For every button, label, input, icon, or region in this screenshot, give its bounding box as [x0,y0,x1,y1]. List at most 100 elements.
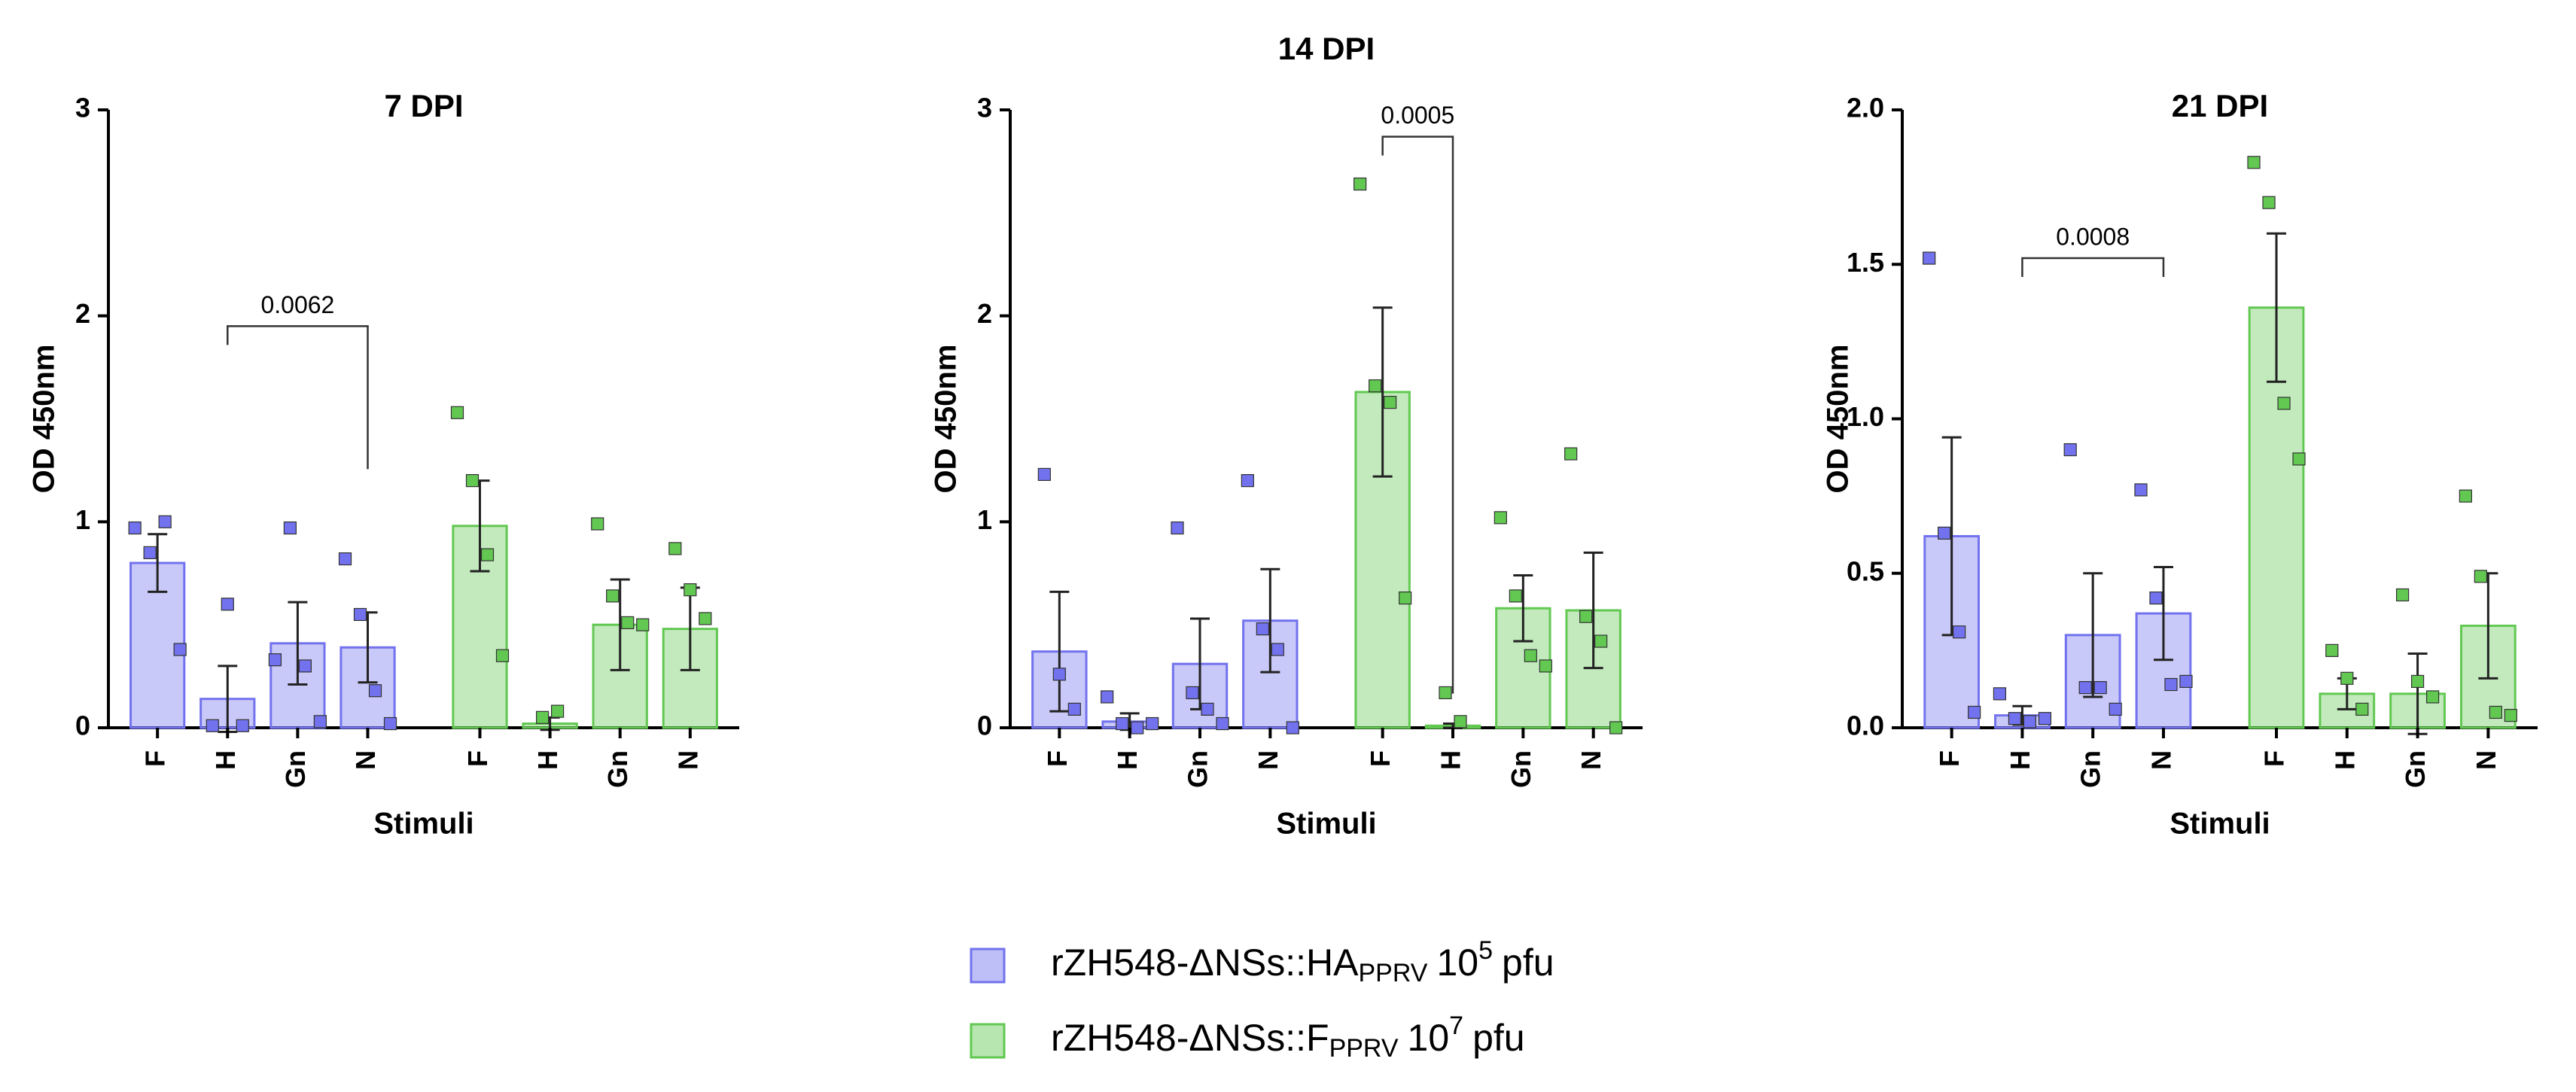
data-point [2489,705,2502,719]
y-axis-label: OD 450nm [930,345,963,494]
legend-swatch [970,1023,1006,1059]
data-point [684,583,697,597]
y-tick-label: 0 [75,710,90,741]
y-axis-label: OD 450nm [28,345,61,494]
legend-text: rZH548-ΔNSs::HA [1051,941,1359,984]
legend: rZH548-ΔNSs::HAPPRV 105 pfu rZH548-ΔNSs::F… [1051,936,1554,1063]
data-point [2038,712,2052,725]
data-point [2277,397,2291,410]
data-point [2474,570,2487,583]
y-tick-label: 2.0 [1847,93,1884,123]
data-point [1369,379,1382,393]
y-tick-label: 3 [977,93,992,123]
x-tick-label: H [2005,750,2036,770]
data-point [1067,702,1081,716]
data-point [2109,702,2122,716]
p-value: 0.0008 [2056,223,2130,250]
y-tick-label: 1.5 [1847,247,1884,278]
data-point [338,552,352,566]
chart-title: 14 DPI [1278,31,1375,66]
data-point [1101,690,1114,704]
legend-label: rZH548-ΔNSs::FPPRV 107 pfu [1051,1011,1525,1063]
data-point [2262,196,2276,209]
data-point [1216,716,1229,731]
data-point [206,719,219,732]
data-point [1256,622,1269,636]
data-point [550,704,565,718]
x-tick-label: Gn [2400,750,2431,788]
data-point [1993,687,2007,701]
y-tick-label: 1.0 [1847,401,1884,432]
x-tick-label: N [350,750,381,770]
data-point [2325,643,2339,657]
legend-subscript: PPRV [1358,959,1427,987]
legend-text: 10 [1436,941,1478,984]
x-tick-label: N [1576,750,1606,770]
data-point [668,542,682,555]
x-tick-label: F [1934,750,1965,767]
data-point [1146,716,1159,731]
data-point [450,406,464,419]
data-point [1116,716,1129,731]
x-tick-label: F [1042,750,1073,767]
x-tick-label: F [462,750,493,767]
data-point [1594,634,1608,648]
chart-title: 21 DPI [2172,88,2268,123]
data-point [1579,610,1593,623]
data-point [313,715,327,729]
data-point [2149,591,2163,605]
data-point [1201,702,1214,716]
x-tick-label: H [210,750,241,770]
data-point [1286,721,1299,735]
legend-swatch [970,948,1006,984]
data-point [606,589,620,603]
y-tick-label: 0.0 [1847,710,1884,741]
x-tick-label: F [2259,750,2290,767]
data-point [1494,511,1507,525]
x-tick-label: N [1253,750,1283,770]
x-axis-label: Stimuli [373,808,473,841]
x-tick-label: Gn [602,750,633,788]
data-point [2410,674,2425,689]
legend-text: pfu [1472,1017,1525,1059]
data-point [495,649,510,662]
data-point [2247,156,2261,169]
x-tick-label: H [2329,750,2360,770]
data-point [1524,649,1537,662]
data-point [353,607,367,622]
x-tick-label: N [2145,750,2176,770]
data-point [480,548,495,561]
x-tick-label: Gn [1183,750,1213,788]
x-tick-label: Gn [280,750,311,788]
data-point [2134,483,2148,497]
data-point [1271,643,1284,656]
p-value: 0.0005 [1381,102,1454,129]
data-point [2164,677,2178,692]
data-point [368,684,382,698]
data-point [1609,721,1623,735]
data-point [268,653,282,667]
legend-superscript: 5 [1478,936,1493,965]
data-point [143,546,157,559]
x-tick-label: H [1112,750,1143,770]
data-point [2063,443,2077,457]
data-point [236,719,249,732]
data-point [2504,708,2517,722]
data-point [298,659,312,673]
data-point [1968,705,1981,719]
y-tick-label: 0.5 [1847,555,1884,586]
legend-text: pfu [1502,941,1554,984]
data-point [1509,589,1522,603]
data-point [2179,674,2193,689]
data-point [2023,715,2037,729]
data-point [1131,721,1144,735]
x-tick-label: H [532,750,563,770]
data-point [1938,526,1951,540]
x-tick-label: Gn [2075,750,2106,788]
data-point [2395,588,2410,602]
y-tick-label: 1 [75,504,90,535]
significance-bracket [1381,135,1454,694]
data-point [591,517,604,531]
data-point [1454,715,1467,729]
significance-bracket [227,325,369,470]
